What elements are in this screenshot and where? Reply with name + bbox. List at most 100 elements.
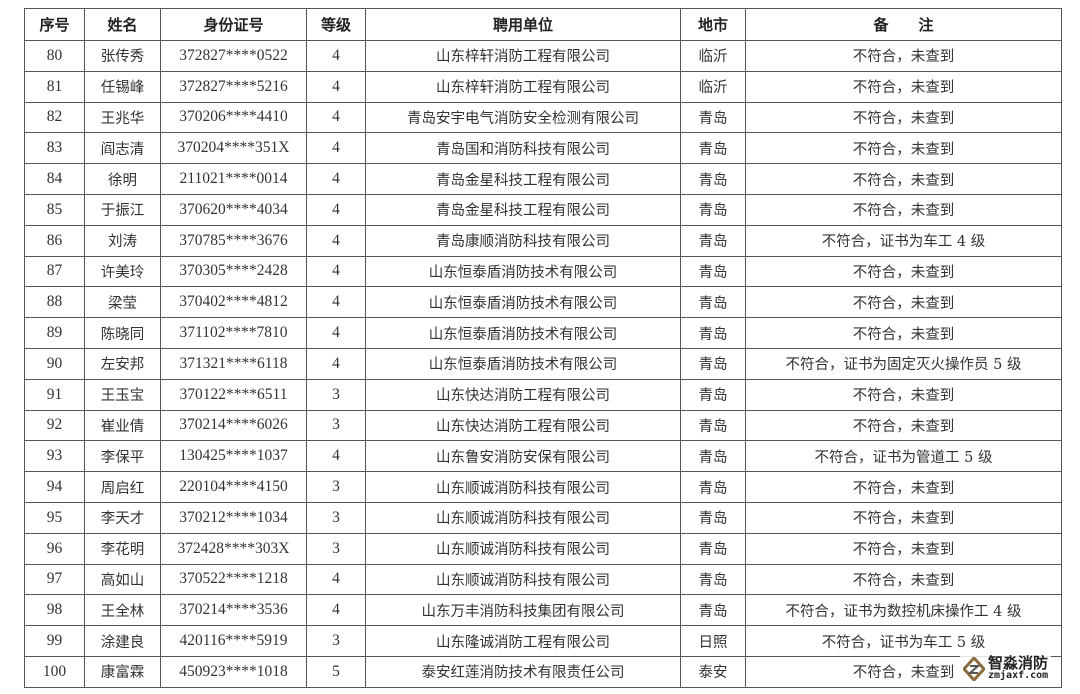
header-level: 等级 xyxy=(306,8,366,41)
cell-remarks: 不符合，证书为数控机床操作工 4 级 xyxy=(745,594,1062,627)
watermark-name: 智淼消防 xyxy=(988,654,1049,672)
cell-name: 张传秀 xyxy=(84,40,161,72)
cell-index: 85 xyxy=(24,193,85,226)
cell-level: 3 xyxy=(306,409,366,442)
cell-name: 周启红 xyxy=(84,471,161,503)
cell-id-number: 370204****351X xyxy=(160,132,307,165)
cell-remarks: 不符合，未查到 xyxy=(745,40,1062,72)
cell-index: 93 xyxy=(24,440,85,473)
cell-level: 3 xyxy=(306,532,366,565)
cell-name: 涂建良 xyxy=(84,625,161,657)
header-city: 地市 xyxy=(680,8,746,41)
cell-id-number: 370212****1034 xyxy=(160,501,307,534)
cell-id-number: 370214****6026 xyxy=(160,409,307,442)
cell-level: 4 xyxy=(306,40,366,72)
cell-id-number: 220104****4150 xyxy=(160,471,307,503)
cell-id-number: 370785****3676 xyxy=(160,224,307,257)
cell-employer: 山东顺诚消防科技有限公司 xyxy=(365,471,681,503)
cell-name: 康富霖 xyxy=(84,655,161,688)
cell-name: 刘涛 xyxy=(84,224,161,257)
cell-level: 4 xyxy=(306,440,366,473)
table-row: 92 崔业倩 370214****6026 3 山东快达消防工程有限公司 青岛 不符合，未查… xyxy=(24,409,1062,442)
table-row: 87 许美玲 370305****2428 4 山东恒泰盾消防技术有限公司 青岛 不符合，未… xyxy=(24,255,1062,288)
cell-level: 4 xyxy=(306,317,366,349)
cell-id-number: 211021****0014 xyxy=(160,163,307,195)
cell-employer: 山东梓轩消防工程有限公司 xyxy=(365,40,681,72)
cell-remarks: 不符合，未查到 xyxy=(745,101,1062,134)
cell-id-number: 130425****1037 xyxy=(160,440,307,473)
cell-remarks: 不符合，未查到 xyxy=(745,132,1062,165)
cell-level: 4 xyxy=(306,563,366,596)
cell-index: 83 xyxy=(24,132,85,165)
cell-city: 日照 xyxy=(680,625,746,657)
cell-employer: 山东恒泰盾消防技术有限公司 xyxy=(365,255,681,288)
cell-level: 5 xyxy=(306,655,366,688)
cell-remarks: 不符合，未查到 xyxy=(745,501,1062,534)
table-row: 82 王兆华 370206****4410 4 青岛安宇电气消防安全检测有限公司 青岛 不符… xyxy=(24,101,1062,134)
cell-employer: 山东梓轩消防工程有限公司 xyxy=(365,70,681,103)
cell-name: 李天才 xyxy=(84,501,161,534)
cell-level: 4 xyxy=(306,163,366,195)
cell-employer: 青岛金星科技工程有限公司 xyxy=(365,163,681,195)
table-row: 90 左安邦 371321****6118 4 山东恒泰盾消防技术有限公司 青岛 不符合，证… xyxy=(24,347,1062,380)
cell-city: 青岛 xyxy=(680,163,746,195)
cell-index: 84 xyxy=(24,163,85,195)
cell-name: 王兆华 xyxy=(84,101,161,134)
cell-remarks: 不符合，未查到 xyxy=(745,317,1062,349)
cell-city: 青岛 xyxy=(680,255,746,288)
cell-index: 87 xyxy=(24,255,85,288)
cell-index: 91 xyxy=(24,378,85,411)
cell-level: 3 xyxy=(306,378,366,411)
cell-index: 95 xyxy=(24,501,85,534)
cell-id-number: 370214****3536 xyxy=(160,594,307,627)
cell-name: 于振江 xyxy=(84,193,161,226)
cell-level: 3 xyxy=(306,471,366,503)
cell-remarks: 不符合，未查到 xyxy=(745,193,1062,226)
cell-remarks: 不符合，未查到 xyxy=(745,409,1062,442)
cell-id-number: 370122****6511 xyxy=(160,378,307,411)
cell-city: 青岛 xyxy=(680,532,746,565)
cell-city: 青岛 xyxy=(680,286,746,319)
cell-remarks: 不符合，未查到 xyxy=(745,70,1062,103)
cell-remarks: 不符合，证书为管道工 5 级 xyxy=(745,440,1062,473)
table-row: 91 王玉宝 370122****6511 3 山东快达消防工程有限公司 青岛 不符合，未查… xyxy=(24,378,1062,411)
cell-level: 3 xyxy=(306,501,366,534)
cell-level: 3 xyxy=(306,625,366,657)
cell-employer: 山东快达消防工程有限公司 xyxy=(365,378,681,411)
table-row: 97 高如山 370522****1218 4 山东顺诚消防科技有限公司 青岛 不符合，未查… xyxy=(24,563,1062,596)
cell-city: 青岛 xyxy=(680,501,746,534)
cell-employer: 山东恒泰盾消防技术有限公司 xyxy=(365,317,681,349)
cell-id-number: 371102****7810 xyxy=(160,317,307,349)
cell-index: 99 xyxy=(24,625,85,657)
cell-name: 王玉宝 xyxy=(84,378,161,411)
cell-index: 97 xyxy=(24,563,85,596)
cell-employer: 青岛康顺消防科技有限公司 xyxy=(365,224,681,257)
cell-employer: 山东顺诚消防科技有限公司 xyxy=(365,501,681,534)
table-row: 85 于振江 370620****4034 4 青岛金星科技工程有限公司 青岛 不符合，未查… xyxy=(24,193,1062,226)
table-row: 86 刘涛 370785****3676 4 青岛康顺消防科技有限公司 青岛 不符合，证书为… xyxy=(24,224,1062,257)
header-employer: 聘用单位 xyxy=(365,8,681,41)
cell-employer: 山东鲁安消防安保有限公司 xyxy=(365,440,681,473)
cell-index: 80 xyxy=(24,40,85,72)
cell-name: 任锡峰 xyxy=(84,70,161,103)
cell-index: 81 xyxy=(24,70,85,103)
cell-name: 徐明 xyxy=(84,163,161,195)
cell-employer: 青岛国和消防科技有限公司 xyxy=(365,132,681,165)
watermark: 智淼消防 zmjaxf.com xyxy=(960,654,1052,682)
cell-employer: 青岛安宇电气消防安全检测有限公司 xyxy=(365,101,681,134)
cell-city: 青岛 xyxy=(680,471,746,503)
table-header-row: 序号 姓名 身份证号 等级 聘用单位 地市 备 注 xyxy=(24,8,1062,41)
cell-level: 4 xyxy=(306,594,366,627)
table-row: 94 周启红 220104****4150 3 山东顺诚消防科技有限公司 青岛 不符合，未查… xyxy=(24,471,1062,503)
table-row: 83 阎志清 370204****351X 4 青岛国和消防科技有限公司 青岛 不符合，未查… xyxy=(24,132,1062,165)
cell-remarks: 不符合，未查到 xyxy=(745,286,1062,319)
cell-level: 4 xyxy=(306,347,366,380)
cell-name: 崔业倩 xyxy=(84,409,161,442)
cell-index: 98 xyxy=(24,594,85,627)
cell-remarks: 不符合，未查到 xyxy=(745,532,1062,565)
cell-index: 90 xyxy=(24,347,85,380)
cell-city: 青岛 xyxy=(680,101,746,134)
cell-id-number: 371321****6118 xyxy=(160,347,307,380)
table-row: 95 李天才 370212****1034 3 山东顺诚消防科技有限公司 青岛 不符合，未查… xyxy=(24,501,1062,534)
cell-city: 青岛 xyxy=(680,440,746,473)
